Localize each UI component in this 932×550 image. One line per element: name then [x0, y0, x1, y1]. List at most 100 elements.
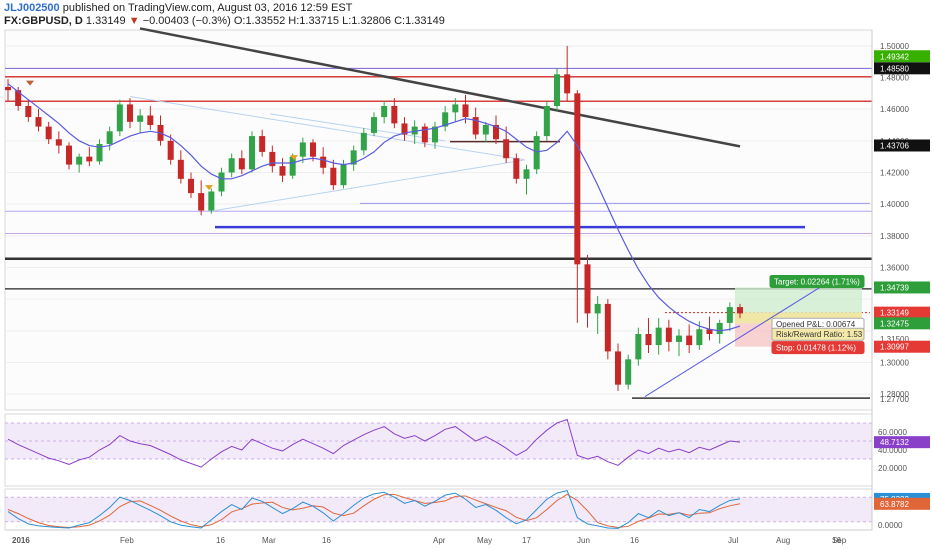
- x-tick-label: May: [477, 536, 492, 545]
- candle: [421, 126, 428, 143]
- last-price: 1.33149: [85, 15, 126, 27]
- candle: [198, 193, 205, 211]
- candle: [238, 158, 245, 170]
- x-tick-label: Aug: [776, 536, 790, 545]
- author-link[interactable]: JLJ002500: [4, 2, 60, 14]
- candle: [523, 169, 530, 179]
- x-tick-label: 16: [216, 536, 225, 545]
- candle: [482, 125, 489, 135]
- candle: [564, 74, 571, 94]
- candle: [259, 136, 266, 152]
- candle: [360, 132, 367, 151]
- candle: [553, 74, 561, 106]
- candle: [543, 106, 550, 137]
- candle: [513, 158, 520, 179]
- price-label-box: [874, 317, 930, 330]
- rsi-tick-label: 60.0000: [878, 428, 907, 437]
- price-tick-label: 1.31500: [880, 335, 909, 344]
- candle: [604, 303, 611, 352]
- stoch-d-box: [874, 497, 930, 510]
- price-label-box: [874, 50, 930, 63]
- candle: [340, 164, 347, 186]
- rsi-pane[interactable]: [4, 413, 873, 487]
- rsi-tick-label: 20.0000: [878, 464, 907, 473]
- candle: [472, 117, 479, 135]
- candle: [706, 329, 713, 334]
- price-label: 1.48580: [880, 64, 909, 73]
- price-label: 1.43706: [880, 141, 909, 150]
- candle: [228, 158, 235, 173]
- signal-marker-icon: [205, 185, 213, 191]
- candle: [330, 167, 337, 186]
- candle: [716, 322, 723, 334]
- candle: [76, 156, 83, 165]
- candle: [696, 329, 703, 346]
- signal-marker-icon: [26, 80, 34, 86]
- candle: [350, 150, 357, 165]
- down-arrow-icon: ▼: [128, 15, 140, 27]
- candle: [106, 131, 113, 144]
- candle: [726, 307, 733, 323]
- candle: [370, 117, 378, 133]
- rsi-value-box: [874, 436, 930, 449]
- candle: [442, 112, 449, 127]
- candle: [431, 126, 439, 143]
- high-value: H:1.33715: [288, 15, 340, 27]
- x-tick-label: Mar: [262, 536, 276, 545]
- candle: [35, 117, 42, 127]
- open-value: O:1.33552: [233, 15, 286, 27]
- candle: [177, 159, 184, 179]
- candle: [126, 104, 134, 122]
- price-tick-label: 1.27700: [880, 395, 909, 404]
- candle: [736, 307, 744, 314]
- candle: [218, 172, 225, 192]
- stop-label: Stop: 0.01478 (1.12%): [776, 344, 856, 353]
- price-tick-label: 1.36000: [880, 264, 909, 273]
- price-tick-label: 1.50000: [880, 42, 909, 51]
- price-label-box: [874, 139, 930, 152]
- x-tick-label: Jul: [728, 536, 738, 545]
- rsi-tick-label: 40.0000: [878, 446, 907, 455]
- candle: [503, 139, 510, 159]
- stoch-tick-label: 0.0000: [878, 521, 903, 530]
- stochastic-pane[interactable]: [4, 488, 873, 531]
- triangle-pattern: [129, 96, 526, 211]
- uptrend-line: [644, 286, 821, 397]
- candle: [4, 87, 12, 91]
- price-pane[interactable]: Target: 0.02264 (1.71%) Opened P&L: 0.006…: [4, 27, 873, 411]
- x-tick-label: Apr: [433, 536, 446, 545]
- publish-line: JLJ002500 published on TradingView.com, …: [4, 2, 352, 14]
- price-tick-label: 1.48000: [880, 74, 909, 83]
- axes: 1.500001.480001.460001.440001.420001.400…: [5, 30, 932, 545]
- candle: [147, 115, 154, 125]
- candle: [391, 106, 398, 124]
- pnl-label: Opened P&L: 0.00674: [776, 320, 856, 329]
- price-tick-label: 1.40000: [880, 200, 909, 209]
- candle: [116, 104, 123, 132]
- x-tick-label: 17: [522, 536, 531, 545]
- moving-average-line: [7, 83, 741, 332]
- x-tick-label: 16: [832, 536, 841, 545]
- x-tick-label: Jun: [577, 536, 590, 545]
- rsi-value-label: 48.7132: [880, 438, 909, 447]
- candle: [625, 359, 632, 385]
- candle: [594, 303, 601, 314]
- signal-marker-icon: [290, 155, 298, 161]
- ratio-label: Risk/Reward Ratio: 1.53: [776, 330, 863, 339]
- stoch-d-line: [7, 493, 741, 529]
- x-tick-label: Feb: [120, 536, 134, 545]
- candle: [635, 334, 642, 360]
- candle: [55, 139, 62, 146]
- candle: [675, 335, 683, 342]
- price-tick-label: 1.30000: [880, 359, 909, 368]
- candle: [645, 334, 652, 346]
- rsi-line: [7, 418, 741, 468]
- candle: [401, 123, 408, 135]
- x-tick-label: 2016: [12, 536, 30, 545]
- ohlc-line: FX:GBPUSD, D 1.33149 ▼ −0.00403 (−0.3%) …: [4, 15, 445, 27]
- candle: [45, 126, 52, 140]
- price-change: −0.00403 (−0.3%): [142, 15, 231, 27]
- candle: [452, 104, 459, 113]
- candle: [248, 136, 256, 170]
